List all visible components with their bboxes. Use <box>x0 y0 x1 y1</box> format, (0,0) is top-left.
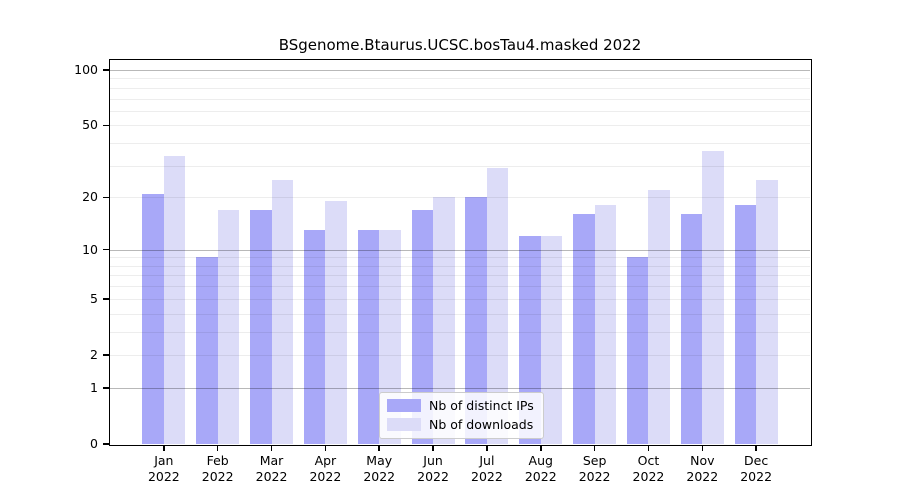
y-tick-label-50: 50 <box>82 117 98 133</box>
y-tick-mark-2 <box>103 354 109 356</box>
bar-downloads-may <box>379 230 401 444</box>
bar-distinct-ips-jun <box>411 209 434 444</box>
x-tick-label-feb: Feb 2022 <box>201 453 234 484</box>
y-tick-mark-20 <box>103 196 109 199</box>
y-tick-mark-5 <box>103 298 109 300</box>
legend-swatch-downloads <box>387 418 421 431</box>
y-tick-mark-50 <box>103 124 109 127</box>
bar-distinct-ips-apr <box>303 230 326 444</box>
x-tick-label-jan: Jan 2022 <box>147 453 180 484</box>
x-tick-mark-oct <box>647 445 650 451</box>
legend-item-downloads: Nb of downloads <box>387 417 534 432</box>
x-tick-mark-aug <box>540 445 542 451</box>
legend: Nb of distinct IPs Nb of downloads <box>379 392 544 439</box>
bar-distinct-ips-jul <box>465 197 487 444</box>
bar-distinct-ips-may <box>357 230 380 444</box>
bar-distinct-ips-mar <box>250 209 272 444</box>
y-tick-label-20: 20 <box>82 189 98 205</box>
y-tick-label-0: 0 <box>90 436 98 451</box>
legend-label-downloads: Nb of downloads <box>429 417 534 432</box>
x-tick-label-jul: Jul 2022 <box>471 453 503 484</box>
x-tick-mark-jul <box>486 445 488 451</box>
bar-distinct-ips-feb <box>196 257 218 444</box>
bar-downloads-sep <box>594 205 617 444</box>
x-tick-label-mar: Mar 2022 <box>255 453 288 484</box>
x-tick-label-aug: Aug 2022 <box>524 453 557 484</box>
x-tick-mark-may <box>378 445 380 451</box>
y-tick-label-100: 100 <box>74 62 98 77</box>
bar-distinct-ips-oct <box>626 257 649 444</box>
y-tick-label-2: 2 <box>90 346 98 362</box>
bar-distinct-ips-jan <box>142 193 164 444</box>
y-tick-label-1: 1 <box>90 379 98 395</box>
x-tick-mark-dec <box>755 445 757 451</box>
x-tick-label-nov: Nov 2022 <box>686 453 719 484</box>
bar-downloads-apr <box>325 201 347 444</box>
bar-downloads-oct <box>648 189 670 444</box>
bar-distinct-ips-nov <box>680 214 703 444</box>
bar-downloads-mar <box>271 179 294 444</box>
y-tick-mark-100 <box>103 69 109 71</box>
legend-label-distinct-ips: Nb of distinct IPs <box>429 398 534 413</box>
legend-swatch-distinct-ips <box>387 399 421 412</box>
legend-item-distinct-ips: Nb of distinct IPs <box>387 398 534 413</box>
x-tick-mark-sep <box>593 445 596 451</box>
x-tick-mark-mar <box>270 445 273 451</box>
x-tick-mark-jan <box>163 445 165 451</box>
x-tick-label-dec: Dec 2022 <box>740 453 773 484</box>
y-tick-mark-1 <box>103 387 109 389</box>
x-tick-label-may: May 2022 <box>363 453 396 484</box>
x-tick-mark-feb <box>216 445 219 451</box>
bar-distinct-ips-sep <box>573 214 595 444</box>
x-tick-mark-nov <box>701 445 704 451</box>
y-tick-mark-10 <box>103 248 109 251</box>
x-tick-label-jun: Jun 2022 <box>417 453 449 484</box>
bar-downloads-jul <box>486 168 509 444</box>
bar-downloads-dec <box>756 179 778 444</box>
y-tick-label-5: 5 <box>90 290 98 306</box>
bar-downloads-aug <box>540 236 563 444</box>
x-tick-label-apr: Apr 2022 <box>309 453 342 484</box>
x-tick-mark-apr <box>324 445 327 451</box>
chart-title: BSgenome.Btaurus.UCSC.bosTau4.masked 202… <box>278 36 642 54</box>
x-tick-label-sep: Sep 2022 <box>578 453 611 484</box>
bar-downloads-jan <box>163 155 186 444</box>
bar-downloads-jun <box>433 197 455 444</box>
x-tick-mark-jun <box>432 445 434 451</box>
y-tick-mark-0 <box>103 443 109 445</box>
y-tick-label-10: 10 <box>82 241 98 257</box>
bar-downloads-nov <box>702 151 724 444</box>
x-tick-label-oct: Oct 2022 <box>632 453 665 484</box>
bar-distinct-ips-dec <box>734 205 757 444</box>
bar-downloads-feb <box>217 209 240 444</box>
